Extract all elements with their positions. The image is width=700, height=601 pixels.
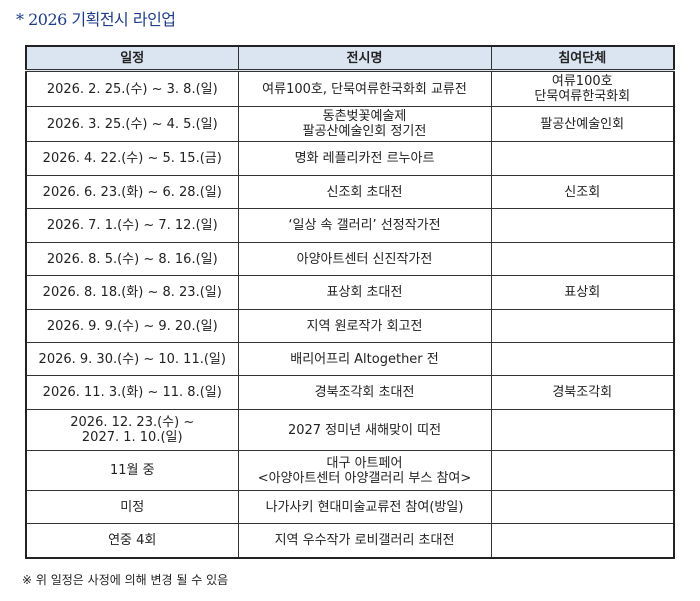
page-title: * 2026 기획전시 라인업 xyxy=(16,10,176,29)
table-row: 2026. 7. 1.(수) ~ 7. 12.(일) ‘일상 속 갤러리’ 선정작… xyxy=(25,208,675,243)
cell-name: 나가사키 현대미술교류전 참여(방일) xyxy=(237,490,492,524)
table-row: 2026. 8. 5.(수) ~ 8. 16.(일) 아양아트센터 신진작가전 xyxy=(25,242,675,276)
cell-group: 여류100호 단묵여류한국화회 xyxy=(490,70,675,107)
cell-date: 미정 xyxy=(25,490,239,524)
cell-date: 2026. 2. 25.(수) ~ 3. 8.(일) xyxy=(25,70,239,107)
cell-date: 2026. 3. 25.(수) ~ 4. 5.(일) xyxy=(25,106,239,142)
table-row: 2026. 11. 3.(화) ~ 11. 8.(일) 경북조각회 초대전 경북조각… xyxy=(25,375,675,410)
cell-group: 표상회 xyxy=(490,275,675,310)
cell-name: ‘일상 속 갤러리’ 선정작가전 xyxy=(237,208,492,243)
cell-date: 2026. 6. 23.(화) ~ 6. 28.(일) xyxy=(25,175,239,209)
cell-date: 2026. 4. 22.(수) ~ 5. 15.(금) xyxy=(25,141,239,176)
cell-name: 지역 우수작가 로비갤러리 초대전 xyxy=(237,523,492,558)
table-row: 2026. 9. 9.(수) ~ 9. 20.(일) 지역 원로작가 회고전 xyxy=(25,309,675,343)
cell-group xyxy=(490,523,675,558)
cell-date: 2026. 7. 1.(수) ~ 7. 12.(일) xyxy=(25,208,239,243)
table-row: 2026. 3. 25.(수) ~ 4. 5.(일) 동촌벚꽃예술제 팔공산예술인… xyxy=(25,106,675,142)
header-schedule: 일정 xyxy=(25,45,239,72)
table-header-row: 일정 전시명 침여단체 xyxy=(25,45,675,72)
cell-group xyxy=(490,342,675,376)
cell-group: 팔공산예술인회 xyxy=(490,106,675,142)
cell-group xyxy=(490,208,675,243)
table-row: 2026. 4. 22.(수) ~ 5. 15.(금) 명화 레플리카전 르누아르 xyxy=(25,141,675,176)
header-group: 침여단체 xyxy=(490,45,675,72)
exhibition-schedule-table: 일정 전시명 침여단체 2026. 2. 25.(수) ~ 3. 8.(일) 여류… xyxy=(25,45,675,559)
cell-group xyxy=(490,309,675,343)
cell-name: 배리어프리 Altogether 전 xyxy=(237,342,492,376)
cell-name: 지역 원로작가 회고전 xyxy=(237,309,492,343)
header-exhibition: 전시명 xyxy=(237,45,492,72)
cell-name: 대구 아트페어 <아양아트센터 아양갤러리 부스 참여> xyxy=(237,450,492,491)
cell-group xyxy=(490,490,675,524)
cell-date: 2026. 8. 5.(수) ~ 8. 16.(일) xyxy=(25,242,239,276)
table-row: 2026. 9. 30.(수) ~ 10. 11.(일) 배리어프리 Altoge… xyxy=(25,342,675,376)
table-row: 2026. 2. 25.(수) ~ 3. 8.(일) 여류100호, 단묵여류한국… xyxy=(25,70,675,107)
cell-name: 신조회 초대전 xyxy=(237,175,492,209)
cell-date: 2026. 12. 23.(수) ~ 2027. 1. 10.(일) xyxy=(25,409,239,451)
cell-name: 아양아트센터 신진작가전 xyxy=(237,242,492,276)
cell-date: 2026. 8. 18.(화) ~ 8. 23.(일) xyxy=(25,275,239,310)
cell-date: 2026. 9. 9.(수) ~ 9. 20.(일) xyxy=(25,309,239,343)
cell-name: 2027 정미년 새해맞이 띠전 xyxy=(237,409,492,451)
cell-date: 연중 4회 xyxy=(25,523,239,558)
cell-name: 여류100호, 단묵여류한국화회 교류전 xyxy=(237,70,492,107)
cell-group: 신조회 xyxy=(490,175,675,209)
cell-name: 경북조각회 초대전 xyxy=(237,375,492,410)
cell-name: 동촌벚꽃예술제 팔공산예술인회 정기전 xyxy=(237,106,492,142)
cell-name: 표상회 초대전 xyxy=(237,275,492,310)
cell-name: 명화 레플리카전 르누아르 xyxy=(237,141,492,176)
cell-group xyxy=(490,141,675,176)
cell-group: 경북조각회 xyxy=(490,375,675,410)
table-row: 2026. 12. 23.(수) ~ 2027. 1. 10.(일) 2027 정… xyxy=(25,409,675,451)
table-row: 미정 나가사키 현대미술교류전 참여(방일) xyxy=(25,490,675,524)
cell-date: 2026. 11. 3.(화) ~ 11. 8.(일) xyxy=(25,375,239,410)
cell-group xyxy=(490,409,675,451)
cell-date: 11월 중 xyxy=(25,450,239,491)
table-row: 2026. 6. 23.(화) ~ 6. 28.(일) 신조회 초대전 신조회 xyxy=(25,175,675,209)
cell-date: 2026. 9. 30.(수) ~ 10. 11.(일) xyxy=(25,342,239,376)
cell-group xyxy=(490,242,675,276)
table-row: 연중 4회 지역 우수작가 로비갤러리 초대전 xyxy=(25,523,675,558)
cell-group xyxy=(490,450,675,491)
table-row: 2026. 8. 18.(화) ~ 8. 23.(일) 표상회 초대전 표상회 xyxy=(25,275,675,310)
table-row: 11월 중 대구 아트페어 <아양아트센터 아양갤러리 부스 참여> xyxy=(25,450,675,491)
footnote: ※ 위 일정은 사정에 의해 변경 될 수 있음 xyxy=(22,573,229,587)
